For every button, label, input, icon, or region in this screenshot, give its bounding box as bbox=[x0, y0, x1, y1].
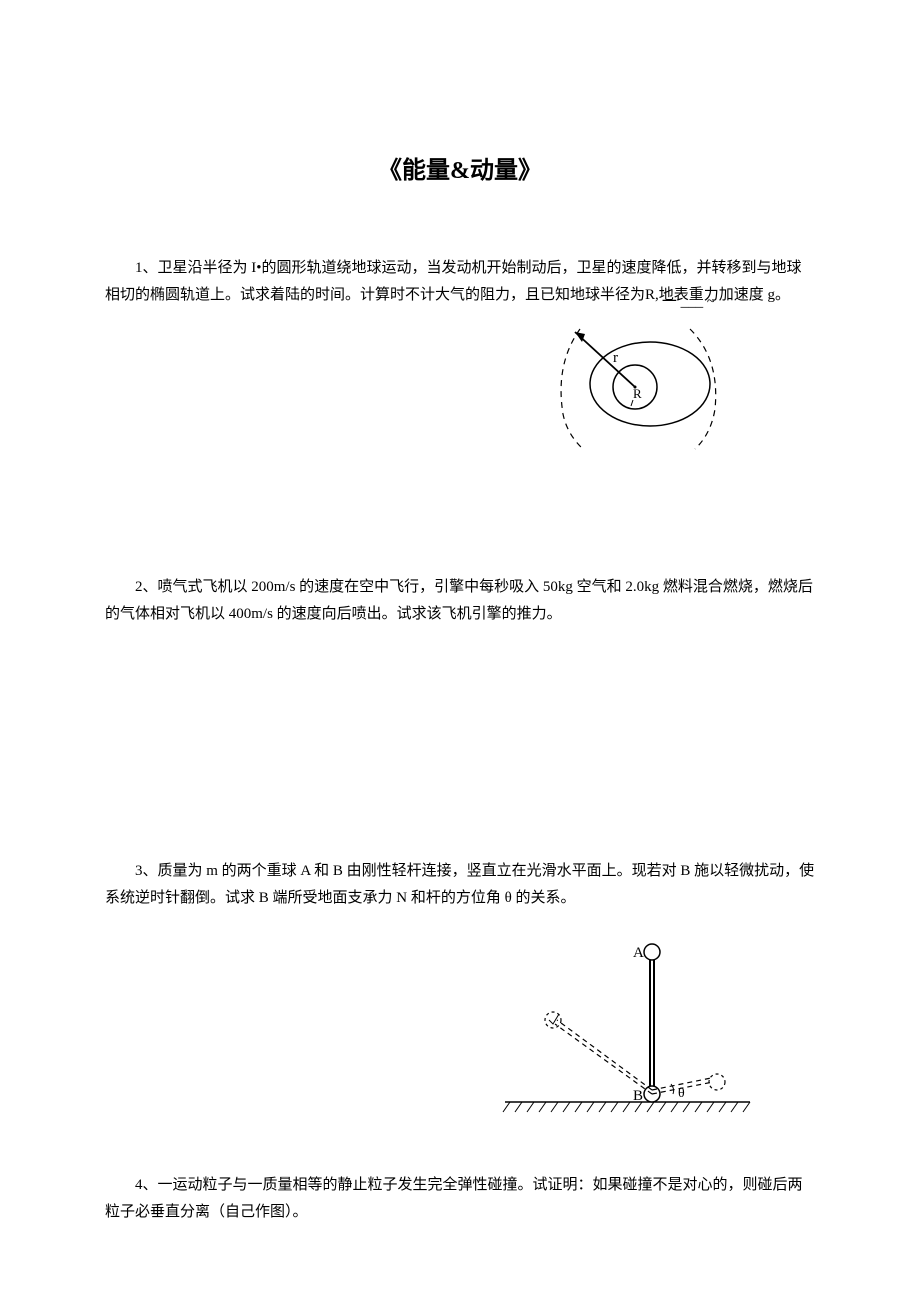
label-B: B bbox=[633, 1088, 643, 1104]
label-R: R bbox=[633, 386, 642, 401]
page-title: 《能量&动量》 bbox=[105, 150, 815, 185]
label-theta: θ bbox=[678, 1086, 685, 1101]
problem-3-block: 3、质量为 m 的两个重球 A 和 B 由刚性轻杆连接，竖直立在光滑水平面上。现… bbox=[105, 858, 815, 1132]
label-A: A bbox=[633, 945, 644, 961]
rod-diagram-icon: A B θ bbox=[495, 932, 755, 1132]
problem-3-figure-container: A B θ bbox=[105, 932, 815, 1132]
problem-1-figure-container: r R bbox=[105, 304, 815, 454]
problem-3-text: 3、质量为 m 的两个重球 A 和 B 由刚性轻杆连接，竖直立在光滑水平面上。现… bbox=[105, 858, 815, 912]
orbit-diagram-icon: r R bbox=[535, 304, 735, 454]
problem-2-block: 2、喷气式飞机以 200m/s 的速度在空中飞行，引擎中每秒吸入 50kg 空气… bbox=[105, 574, 815, 818]
inline-tilde: 一 ___ ~ bbox=[662, 290, 715, 311]
problem-1-block: 1、卫星沿半径为 I•的圆形轨道绕地球运动，当发动机开始制动后，卫星的速度降低，… bbox=[105, 255, 815, 454]
problem-4-text: 4、一运动粒子与一质量相等的静止粒子发生完全弹性碰撞。试证明：如果碰撞不是对心的… bbox=[105, 1172, 815, 1226]
problem-4-block: 4、一运动粒子与一质量相等的静止粒子发生完全弹性碰撞。试证明：如果碰撞不是对心的… bbox=[105, 1172, 815, 1226]
problem-2-text: 2、喷气式飞机以 200m/s 的速度在空中飞行，引擎中每秒吸入 50kg 空气… bbox=[105, 574, 815, 628]
label-r: r bbox=[613, 350, 618, 366]
